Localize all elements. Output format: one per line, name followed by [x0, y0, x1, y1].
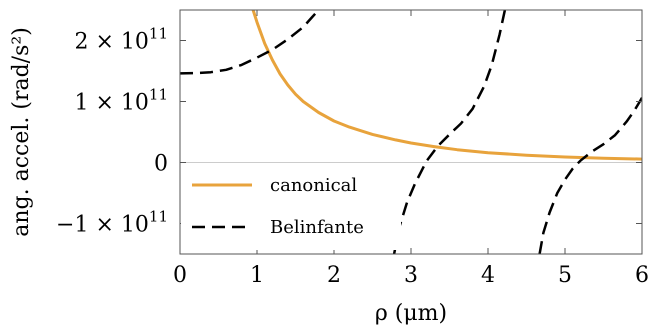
x-tick-label: 0 — [173, 263, 187, 288]
series-layer — [180, 10, 642, 254]
y-tick-label: 1 × 1011 — [74, 86, 168, 116]
y-tick-label: −1 × 1011 — [56, 208, 168, 238]
x-tick-label: 2 — [327, 263, 341, 288]
x-tick-labels: 0 1 2 3 4 5 6 — [173, 263, 649, 288]
series-line-canonical — [251, 10, 642, 161]
series-line-belinfante — [538, 97, 642, 254]
x-tick-label: 3 — [404, 263, 418, 288]
y-tick-label: 0 — [154, 152, 168, 177]
legend: canonical Belinfante — [181, 166, 401, 250]
legend-label-belinfante: Belinfante — [270, 217, 364, 238]
series-line-belinfante — [392, 10, 507, 254]
x-tick-label: 4 — [481, 263, 495, 288]
legend-background — [181, 166, 401, 250]
y-axis-title: ang. accel. (rad/s²) — [9, 27, 34, 237]
x-tick-label: 6 — [635, 263, 649, 288]
x-axis-title: ρ (μm) — [375, 301, 447, 326]
series-line-belinfante — [180, 10, 320, 75]
x-tick-label: 1 — [250, 263, 264, 288]
x-tick-label: 5 — [558, 263, 572, 288]
y-tick-label: 2 × 1011 — [74, 25, 168, 55]
plot-frame — [179, 9, 643, 255]
plot-area — [180, 10, 642, 254]
y-tick-labels: 2 × 1011 1 × 1011 0 −1 × 1011 — [56, 25, 168, 238]
legend-label-canonical: canonical — [270, 175, 357, 196]
